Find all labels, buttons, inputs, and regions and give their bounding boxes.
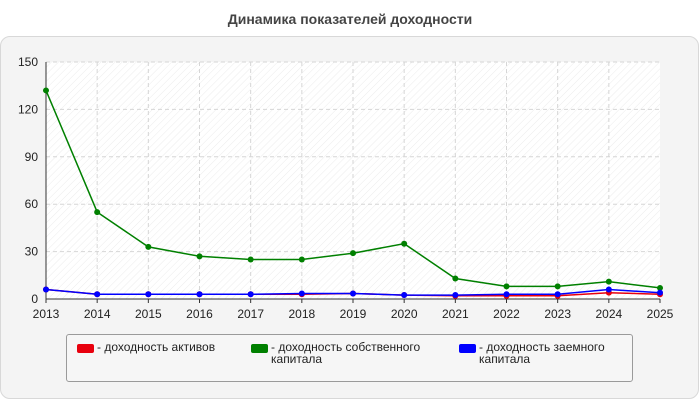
x-tick-label: 2019: [340, 307, 367, 321]
legend-swatch-debt: [459, 344, 476, 353]
x-tick-label: 2015: [135, 307, 162, 321]
data-point-series-2: [145, 291, 152, 298]
chart-legend: - доходность активов - доходность собств…: [66, 334, 633, 382]
y-tick-label: 30: [25, 245, 39, 259]
data-point-series-2: [350, 290, 356, 297]
data-point-series-1: [657, 284, 663, 291]
data-point-series-1: [145, 243, 152, 250]
data-point-series-2: [554, 291, 561, 298]
data-point-series-2: [298, 290, 305, 297]
data-point-series-1: [43, 87, 49, 94]
legend-item-equity: - доходность собственного капитала: [251, 341, 446, 365]
legend-item-assets: - доходность активов: [77, 341, 262, 353]
data-point-series-1: [503, 283, 510, 290]
data-point-series-1: [298, 256, 305, 263]
x-tick-label: 2017: [237, 307, 264, 321]
y-tick-label: 0: [31, 292, 38, 306]
x-tick-label: 2024: [595, 307, 622, 321]
legend-label-debt: - доходность заемного капитала: [479, 340, 605, 366]
x-tick-label: 2018: [288, 307, 315, 321]
y-tick-label: 60: [25, 197, 39, 211]
data-point-series-1: [401, 240, 408, 247]
data-point-series-2: [43, 286, 49, 293]
data-point-series-2: [605, 286, 612, 293]
legend-swatch-equity: [251, 344, 268, 353]
x-tick-label: 2022: [493, 307, 520, 321]
data-point-series-1: [247, 256, 254, 263]
x-tick-label: 2025: [647, 307, 674, 321]
x-tick-label: 2020: [391, 307, 418, 321]
data-point-series-1: [350, 250, 356, 257]
x-tick-label: 2021: [442, 307, 469, 321]
x-tick-label: 2013: [33, 307, 60, 321]
y-tick-label: 150: [18, 55, 38, 69]
y-tick-label: 90: [25, 150, 39, 164]
data-point-series-1: [196, 253, 203, 260]
y-tick-label: 120: [18, 102, 38, 116]
legend-swatch-assets: [77, 344, 94, 353]
data-point-series-1: [452, 275, 459, 282]
data-point-series-2: [401, 292, 408, 299]
chart-title: Динамика показателей доходности: [227, 11, 473, 27]
legend-label-equity: - доходность собственного капитала: [271, 340, 421, 366]
data-point-series-1: [605, 278, 612, 285]
data-point-series-2: [247, 291, 254, 298]
data-point-series-2: [503, 291, 510, 298]
x-tick-label: 2014: [84, 307, 111, 321]
x-tick-label: 2016: [186, 307, 213, 321]
data-point-series-2: [657, 289, 663, 296]
legend-item-debt: - доходность заемного капитала: [459, 341, 639, 365]
data-point-series-2: [94, 291, 101, 298]
legend-label-assets: - доходность активов: [97, 340, 216, 354]
data-point-series-1: [554, 283, 561, 290]
data-point-series-2: [196, 291, 203, 298]
data-point-series-2: [452, 292, 459, 299]
data-point-series-1: [94, 209, 101, 216]
x-tick-label: 2023: [544, 307, 571, 321]
